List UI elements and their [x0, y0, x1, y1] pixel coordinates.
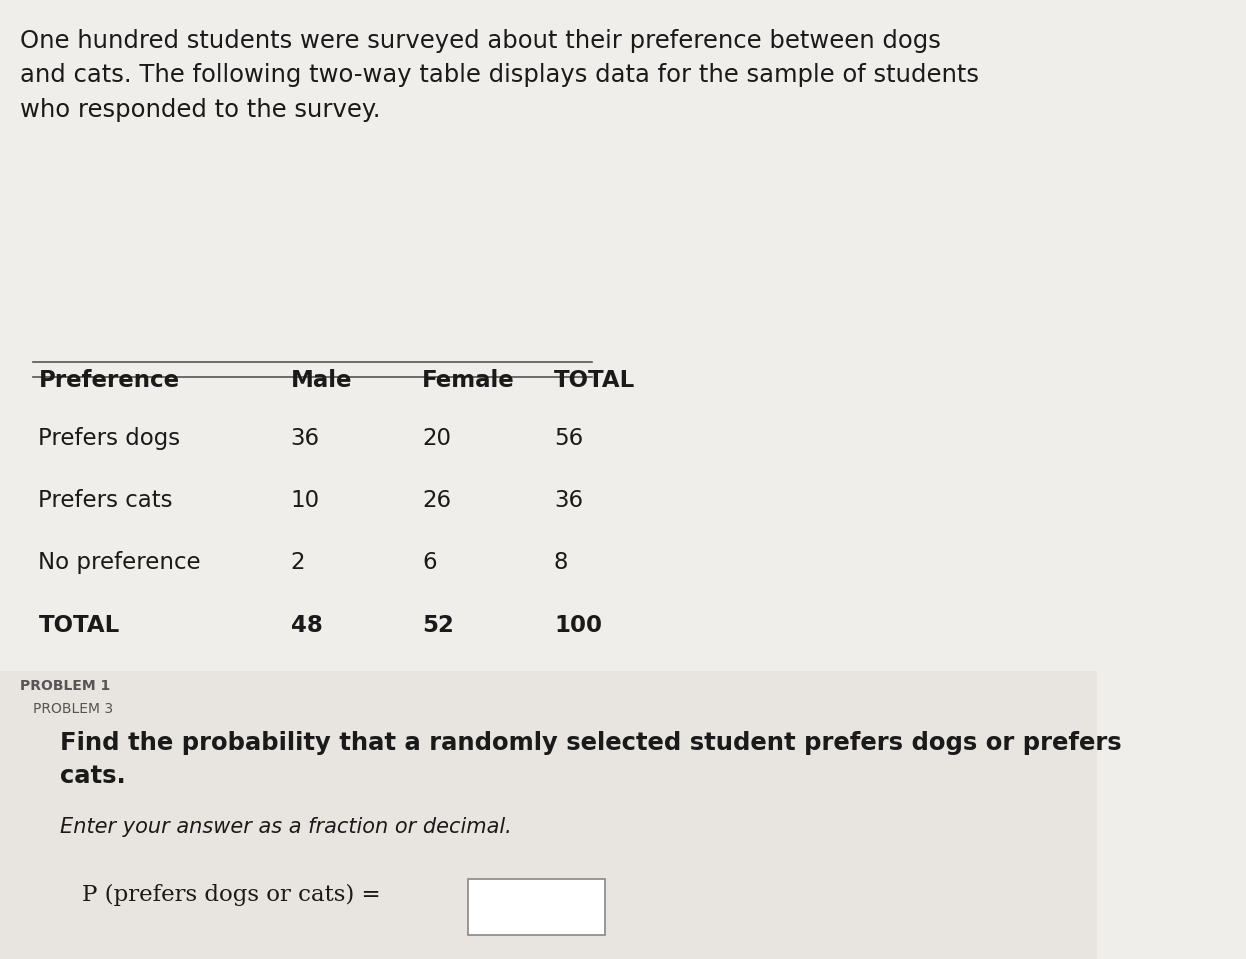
FancyBboxPatch shape: [0, 671, 1096, 959]
Text: 6: 6: [422, 551, 437, 574]
Text: PROBLEM 1: PROBLEM 1: [20, 679, 110, 693]
Text: 8: 8: [554, 551, 568, 574]
Text: 52: 52: [422, 614, 455, 637]
Text: PROBLEM 3: PROBLEM 3: [32, 702, 113, 716]
Text: Prefers cats: Prefers cats: [39, 489, 173, 512]
Text: One hundred students were surveyed about their preference between dogs
and cats.: One hundred students were surveyed about…: [20, 29, 979, 122]
Text: 10: 10: [290, 489, 320, 512]
Text: TOTAL: TOTAL: [554, 369, 635, 392]
Text: P (prefers dogs or cats) =: P (prefers dogs or cats) =: [82, 884, 381, 906]
Text: 36: 36: [290, 427, 320, 450]
Text: Male: Male: [290, 369, 353, 392]
Text: Preference: Preference: [39, 369, 179, 392]
Text: 56: 56: [554, 427, 583, 450]
Text: TOTAL: TOTAL: [39, 614, 120, 637]
FancyBboxPatch shape: [468, 879, 606, 935]
Text: 26: 26: [422, 489, 451, 512]
Text: 36: 36: [554, 489, 583, 512]
Text: 48: 48: [290, 614, 323, 637]
Text: No preference: No preference: [39, 551, 201, 574]
Text: 20: 20: [422, 427, 451, 450]
Text: Find the probability that a randomly selected student prefers dogs or prefers
ca: Find the probability that a randomly sel…: [60, 731, 1121, 788]
Text: 2: 2: [290, 551, 305, 574]
Text: Prefers dogs: Prefers dogs: [39, 427, 181, 450]
Text: 100: 100: [554, 614, 602, 637]
Text: Enter your answer as a fraction or decimal.: Enter your answer as a fraction or decim…: [60, 817, 512, 837]
Text: Female: Female: [422, 369, 515, 392]
